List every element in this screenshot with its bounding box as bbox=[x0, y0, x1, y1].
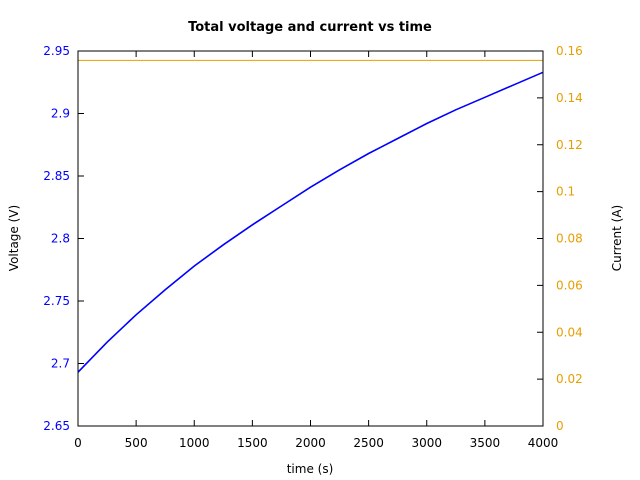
y-axis-current: 0 0.02 0.04 0.06 0.08 0.1 0.12 0.14 0.16 bbox=[537, 44, 583, 433]
x-tick-label: 4000 bbox=[528, 436, 559, 450]
y-tick-label: 2.9 bbox=[51, 107, 70, 121]
y-axis-label: Voltage (V) bbox=[7, 205, 21, 271]
y2-axis-label: Current (A) bbox=[610, 205, 624, 271]
y2-tick-label: 0.08 bbox=[556, 232, 583, 246]
x-tick-label: 3500 bbox=[470, 436, 501, 450]
y2-tick-label: 0.06 bbox=[556, 278, 583, 292]
x-tick-label: 2500 bbox=[353, 436, 384, 450]
y-tick-label: 2.8 bbox=[51, 232, 70, 246]
y2-tick-label: 0.16 bbox=[556, 44, 583, 58]
voltage-series-line bbox=[77, 71, 544, 373]
x-tick-label: 1500 bbox=[237, 436, 268, 450]
y-tick-label: 2.65 bbox=[43, 419, 70, 433]
y2-tick-label: 0 bbox=[556, 419, 564, 433]
y2-tick-label: 0.1 bbox=[556, 185, 575, 199]
plot-frame bbox=[77, 50, 544, 427]
y-axis-voltage: 2.65 2.7 2.75 2.8 2.85 2.9 2.95 bbox=[43, 44, 84, 433]
y2-tick-label: 0.12 bbox=[556, 138, 583, 152]
y2-tick-label: 0.04 bbox=[556, 325, 583, 339]
y-tick-label: 2.95 bbox=[43, 44, 70, 58]
x-tick-label: 2000 bbox=[295, 436, 326, 450]
x-axis-label: time (s) bbox=[287, 462, 334, 476]
chart-title: Total voltage and current vs time bbox=[188, 20, 432, 35]
y2-tick-label: 0.14 bbox=[556, 91, 583, 105]
x-tick-label: 500 bbox=[125, 436, 148, 450]
x-tick-label: 3000 bbox=[411, 436, 442, 450]
x-tick-label: 1000 bbox=[179, 436, 210, 450]
y2-tick-label: 0.02 bbox=[556, 372, 583, 386]
y-tick-label: 2.85 bbox=[43, 169, 70, 183]
x-tick-label: 0 bbox=[74, 436, 82, 450]
x-axis: 0 500 1000 1500 2000 2500 3000 3500 4000 bbox=[74, 51, 558, 450]
y-tick-label: 2.75 bbox=[43, 294, 70, 308]
y-tick-label: 2.7 bbox=[51, 357, 70, 371]
plot-area bbox=[77, 50, 544, 427]
